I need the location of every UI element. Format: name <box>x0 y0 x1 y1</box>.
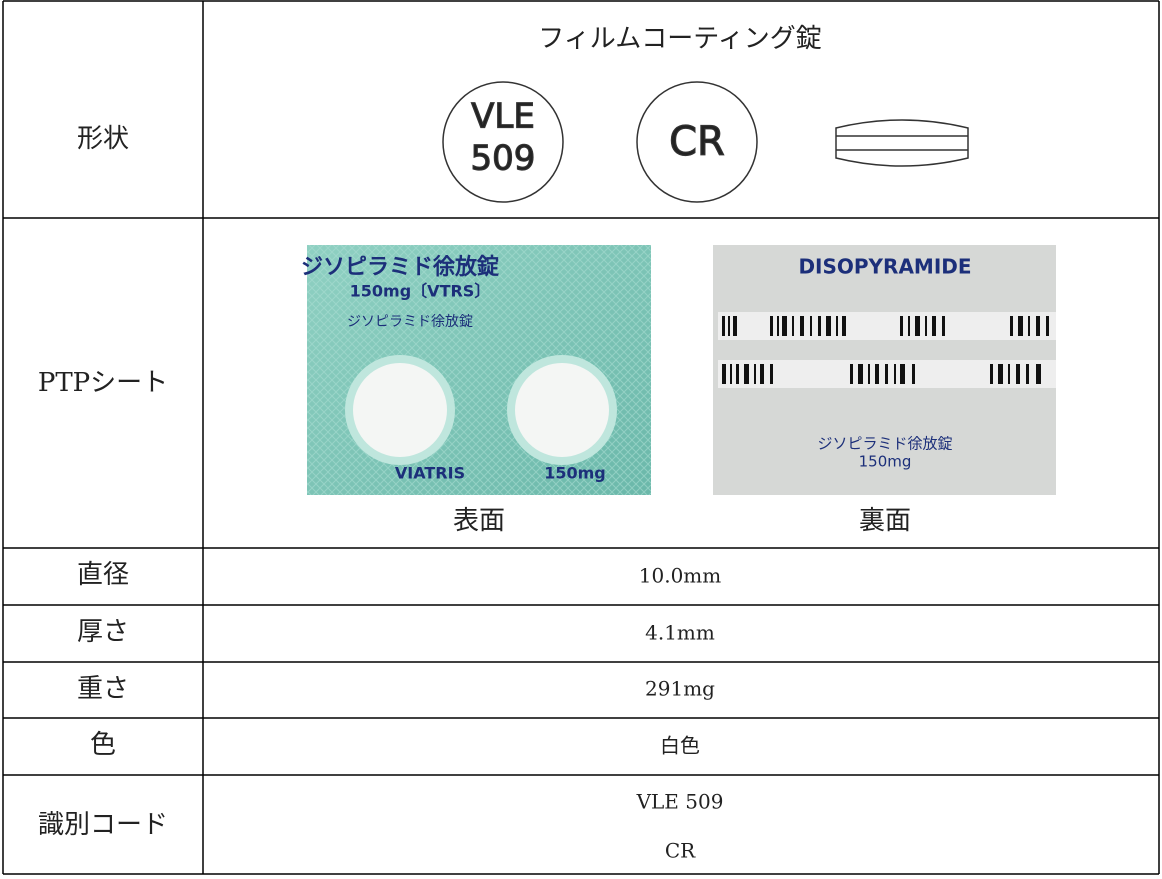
tablet-type: フィルムコーティング錠 <box>538 24 821 54</box>
pill-back-drawing: CR <box>636 81 758 203</box>
row-value: 291mg <box>645 677 715 701</box>
pill-imprint: CR <box>669 119 725 165</box>
pill-imprint: VLE <box>471 97 535 137</box>
row-value: 10.0mm <box>639 564 721 588</box>
row-value: CR <box>665 839 696 863</box>
photo-text: ジソピラミド徐放錠 <box>301 254 499 280</box>
photo-text: ジソピラミド徐放錠 <box>347 314 473 330</box>
photo-text: DISOPYRAMIDE <box>798 255 971 279</box>
photo-text: 150mg <box>544 464 606 483</box>
row-label: 識別コード <box>38 810 168 840</box>
row-value: 4.1mm <box>645 621 715 645</box>
photo-caption: 裏面 <box>859 506 911 536</box>
row-value: VLE 509 <box>636 790 724 814</box>
row-label: 重さ <box>77 674 129 704</box>
photo-text: 150mg <box>859 453 912 471</box>
row-label: 形状 <box>77 124 129 154</box>
ptp-back-photo: DISOPYRAMIDE ジソピラミド徐放錠 150mg <box>713 245 1056 495</box>
ptp-front-photo: ジソピラミド徐放錠 150mg〔VTRS〕 ジソピラミド徐放錠 VIATRIS … <box>301 245 651 495</box>
photo-text: 150mg〔VTRS〕 <box>350 282 491 301</box>
row-label: 厚さ <box>77 617 129 647</box>
photo-text: ジソピラミド徐放錠 <box>817 435 952 453</box>
pill-side-drawing <box>835 119 969 167</box>
pill-front-drawing: VLE 509 <box>442 81 564 203</box>
pill-imprint: 509 <box>471 139 536 179</box>
photo-text: VIATRIS <box>395 464 465 483</box>
row-label: 色 <box>90 730 116 760</box>
row-label: 直径 <box>77 560 129 590</box>
row-value: 白色 <box>660 734 700 758</box>
row-label: PTPシート <box>38 368 168 398</box>
photo-caption: 表面 <box>453 506 505 536</box>
